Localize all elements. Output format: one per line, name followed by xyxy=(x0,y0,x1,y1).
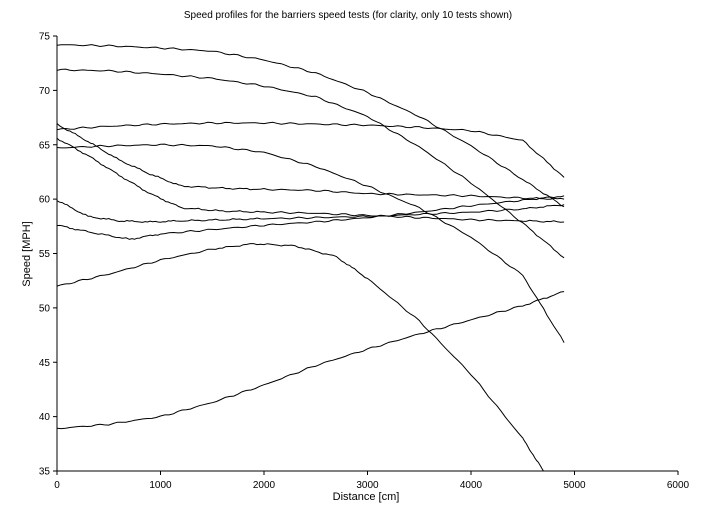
y-tick-label: 45 xyxy=(39,358,51,369)
x-tick-label: 4000 xyxy=(460,480,483,491)
x-tick-label: 0 xyxy=(54,480,60,491)
series-line-10 xyxy=(56,291,565,430)
series-line-4 xyxy=(56,143,565,343)
series-line-9 xyxy=(56,243,544,472)
series-line-1 xyxy=(56,44,565,208)
series-line-3 xyxy=(56,121,565,178)
y-tick-label: 55 xyxy=(39,249,51,260)
y-tick-label: 50 xyxy=(39,303,51,314)
series-line-8 xyxy=(56,195,565,240)
x-axis-label: Distance [cm] xyxy=(333,491,400,503)
x-tick-label: 6000 xyxy=(667,480,690,491)
axes-group: 35 40 45 50 55 60 65 70 75 0 1000 2000 3000 4000 5000 6… xyxy=(39,32,690,492)
series-group xyxy=(56,44,565,472)
series-line-6 xyxy=(56,137,565,223)
series-line-2 xyxy=(56,68,565,259)
x-tick-label: 2000 xyxy=(253,480,276,491)
y-tick-label: 35 xyxy=(39,467,51,478)
x-tick-label: 1000 xyxy=(149,480,172,491)
x-tick-label: 5000 xyxy=(563,480,586,491)
y-tick-label: 70 xyxy=(39,86,51,97)
y-tick-label: 40 xyxy=(39,412,51,423)
x-tick-label: 3000 xyxy=(356,480,379,491)
y-tick-label: 75 xyxy=(39,32,51,43)
series-line-7 xyxy=(56,200,565,223)
chart-title: Speed profiles for the barriers speed te… xyxy=(184,10,512,21)
y-tick-label: 65 xyxy=(39,140,51,151)
y-axis-label: Speed [MPH] xyxy=(21,221,33,286)
series-line-5 xyxy=(56,123,565,200)
y-tick-label: 60 xyxy=(39,195,51,206)
